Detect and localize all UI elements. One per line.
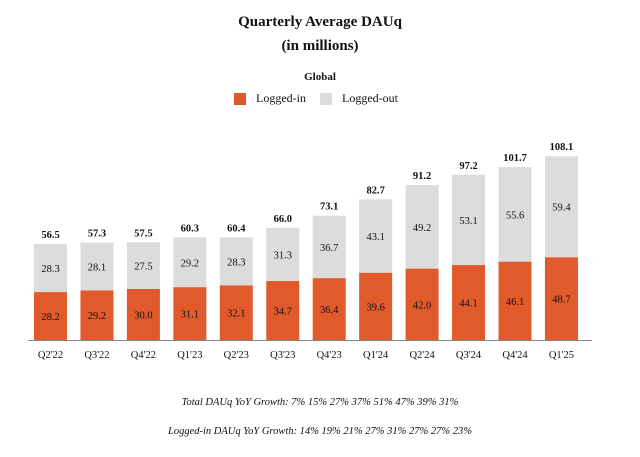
data-label-logged-out: 49.2 [413, 223, 431, 234]
bar-logged-out [266, 227, 300, 282]
bar-logged-in [452, 265, 486, 340]
data-label-logged-in: 48.7 [552, 295, 570, 306]
data-label-logged-out: 28.3 [227, 257, 245, 268]
bar-logged-in [34, 292, 67, 340]
data-label-logged-in: 42.0 [413, 300, 431, 311]
bar-logged-in [266, 281, 300, 340]
bar-logged-out [359, 199, 393, 273]
data-label-logged-in: 39.6 [366, 302, 384, 313]
total-label: 97.2 [459, 161, 477, 172]
total-label: 56.5 [41, 230, 59, 241]
data-label-logged-in: 44.1 [459, 299, 477, 310]
data-label-logged-out: 31.3 [274, 250, 292, 261]
bar-logged-out [452, 174, 486, 266]
bar-logged-out [34, 243, 67, 293]
region-label: Global [304, 71, 336, 83]
chart-title: Quarterly Average DAUq [238, 14, 402, 30]
data-label-logged-in: 46.1 [506, 297, 524, 308]
bar-logged-out [219, 237, 253, 286]
total-growth-footnote: Total DAUq YoY Growth: 7% 15% 27% 37% 51… [181, 397, 459, 408]
total-label: 91.2 [413, 171, 431, 182]
data-label-logged-out: 28.1 [88, 262, 106, 273]
total-label: 60.4 [227, 223, 246, 234]
data-label-logged-out: 43.1 [366, 232, 384, 243]
data-label-logged-in: 36.4 [320, 305, 339, 316]
x-tick-label: Q2'23 [224, 350, 249, 361]
bar-logged-in [498, 261, 532, 340]
bar-logged-in [219, 285, 253, 340]
legend-item-logged-in: Logged-in [234, 91, 306, 106]
x-tick-label: Q4'22 [131, 350, 156, 361]
legend-swatch-logged-out [320, 92, 332, 105]
data-label-logged-in: 31.1 [181, 310, 199, 321]
x-tick-label: Q1'24 [363, 350, 389, 361]
total-label: 60.3 [181, 223, 199, 234]
data-label-logged-in: 34.7 [274, 307, 292, 318]
bar-logged-in [80, 290, 114, 340]
data-label-logged-in: 28.2 [41, 312, 59, 323]
bar-chart: 28.2 28.3 56.5 Q2'22 29.2 28.1 57.3 Q3'22 30.0 27… [28, 142, 592, 361]
bar-logged-in [359, 272, 393, 340]
chart-subtitle: (in millions) [281, 38, 359, 54]
data-label-logged-in: 29.2 [88, 311, 106, 322]
bar-logged-out [173, 237, 207, 288]
total-label: 101.7 [503, 153, 527, 164]
bar-logged-in [405, 268, 439, 340]
legend-label-logged-out: Logged-out [342, 91, 398, 105]
bar-logged-in [544, 257, 578, 340]
data-label-logged-out: 36.7 [320, 243, 338, 254]
total-label: 57.3 [88, 229, 106, 240]
x-tick-label: Q3'22 [84, 350, 109, 361]
legend-swatch-logged-in [234, 92, 246, 105]
total-label: 57.5 [134, 228, 152, 239]
data-label-logged-out: 28.3 [41, 264, 59, 275]
bar-logged-out [312, 215, 346, 279]
bar-logged-out [126, 242, 160, 289]
legend-item-logged-out: Logged-out [320, 91, 398, 106]
data-label-logged-out: 29.2 [181, 258, 199, 269]
data-label-logged-out: 53.1 [459, 216, 477, 227]
x-tick-label: Q2'24 [409, 350, 435, 361]
data-label-logged-in: 30.0 [134, 311, 152, 322]
x-tick-label: Q4'24 [502, 350, 528, 361]
data-label-logged-out: 55.6 [506, 210, 524, 221]
total-label: 108.1 [550, 142, 574, 153]
data-label-logged-out: 59.4 [552, 203, 571, 214]
data-label-logged-in: 32.1 [227, 309, 245, 320]
bar-logged-out [405, 184, 439, 269]
x-tick-label: Q4'23 [317, 350, 342, 361]
logged-in-growth-footnote: Logged-in DAUq YoY Growth: 14% 19% 21% 2… [167, 426, 472, 437]
bar-logged-in [126, 289, 160, 340]
legend-label-logged-in: Logged-in [256, 91, 306, 105]
total-label: 66.0 [274, 214, 292, 225]
x-tick-label: Q3'23 [270, 350, 295, 361]
x-tick-label: Q3'24 [456, 350, 482, 361]
x-tick-label: Q1'25 [549, 350, 574, 361]
bar-logged-out [498, 167, 532, 262]
total-label: 82.7 [366, 185, 384, 196]
total-label: 73.1 [320, 202, 338, 213]
x-tick-label: Q1'23 [177, 350, 202, 361]
x-tick-label: Q2'22 [38, 350, 63, 361]
bar-logged-out [80, 242, 114, 291]
bar-logged-out [544, 156, 578, 258]
data-label-logged-out: 27.5 [134, 262, 152, 273]
bar-logged-in [173, 287, 207, 340]
bar-logged-in [312, 278, 346, 340]
